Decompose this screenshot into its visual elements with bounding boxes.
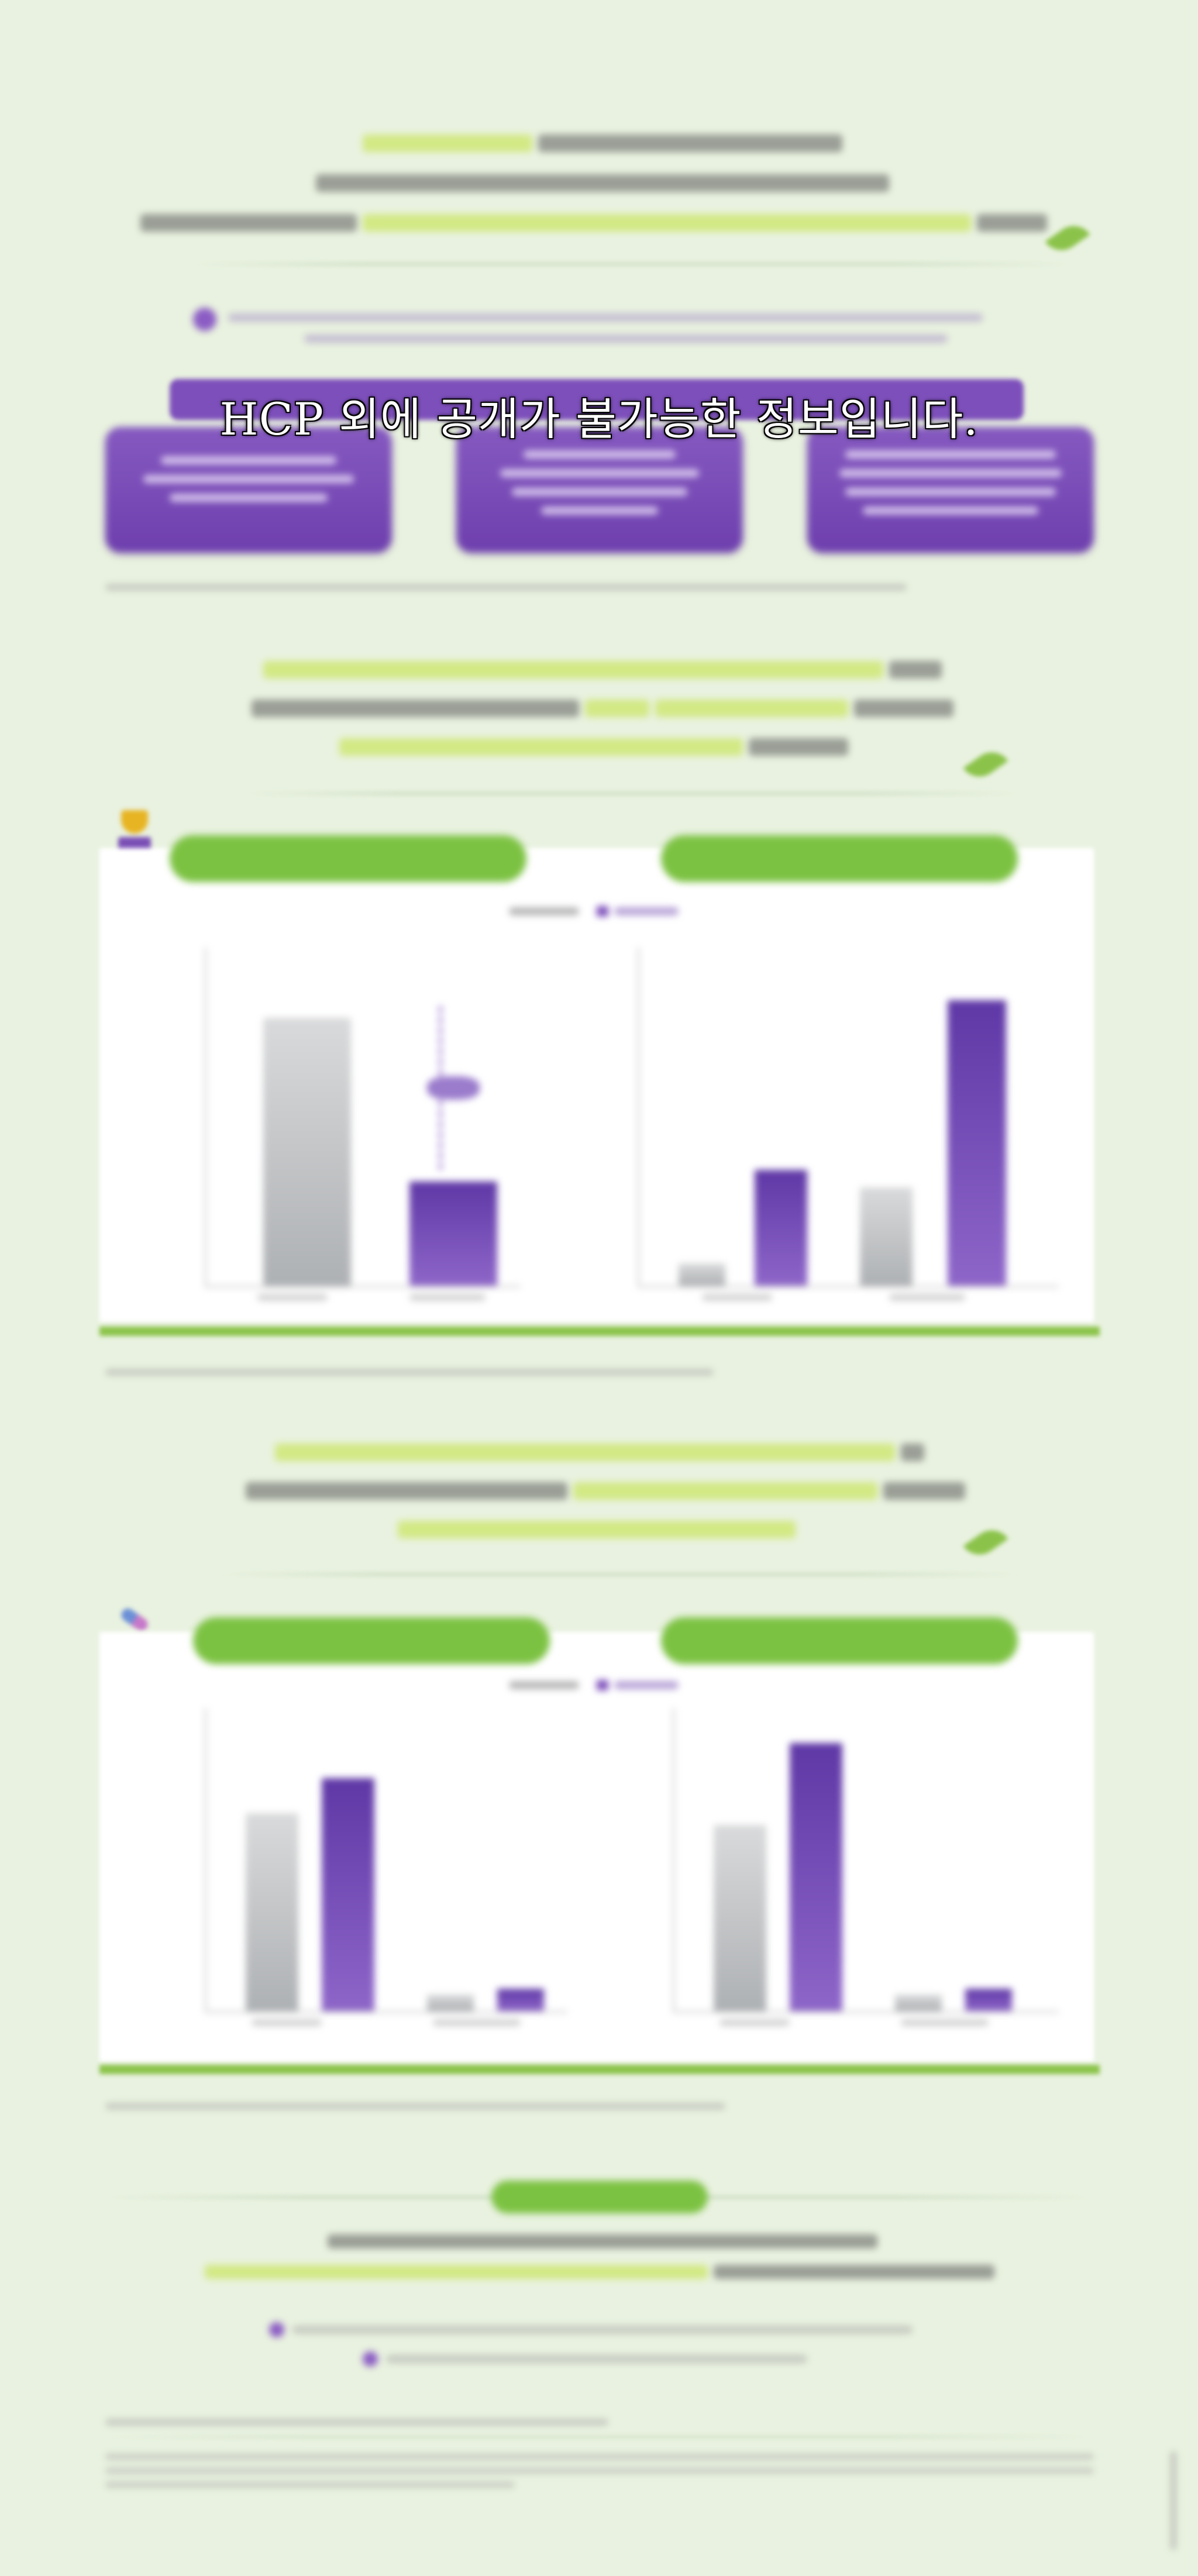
footnote-2 — [105, 1369, 714, 1376]
intro-headline — [0, 129, 1198, 246]
chart1b-title-pill — [661, 835, 1018, 882]
section3-headline — [0, 1444, 1198, 1561]
chart-2a — [158, 1696, 591, 2047]
info-card-3 — [807, 427, 1094, 553]
chart1-legend — [509, 904, 702, 919]
summary-pill — [491, 2181, 708, 2213]
intro-note — [0, 304, 1198, 357]
info-card-2 — [456, 427, 743, 553]
chart2b-title-pill — [661, 1617, 1018, 1664]
chart2a-title-pill — [193, 1617, 550, 1664]
bullet-dot-icon — [269, 2322, 284, 2337]
trophy-icon — [117, 810, 152, 857]
info-header-tab — [170, 379, 1024, 420]
section-divider — [222, 1573, 1018, 1575]
references — [105, 2454, 1100, 2506]
chart-1b — [585, 936, 1088, 1310]
chart-1a — [158, 936, 532, 1310]
section-divider — [193, 263, 1070, 265]
chart1a-title-pill — [170, 835, 526, 882]
restricted-notice: HCP 외에 공개가 불가능한 정보입니다. — [219, 393, 979, 445]
chart-2b — [620, 1696, 1088, 2047]
summary-headline — [0, 2234, 1198, 2305]
summary-bullets — [0, 2322, 1198, 2381]
footnote-1 — [105, 584, 907, 591]
section-divider — [246, 793, 1018, 794]
section2-headline — [0, 661, 1198, 778]
info-card-1 — [105, 427, 392, 553]
footnote-3 — [105, 2103, 725, 2110]
footer-divider — [105, 2436, 1094, 2437]
footnote-4 — [105, 2419, 608, 2426]
chart-panel-2-footer — [99, 2065, 1100, 2074]
document-code — [1170, 2451, 1177, 2550]
chart-panel-1-footer — [99, 1327, 1100, 1336]
bullet-dot-icon — [363, 2351, 378, 2367]
chart2-legend — [509, 1678, 702, 1693]
